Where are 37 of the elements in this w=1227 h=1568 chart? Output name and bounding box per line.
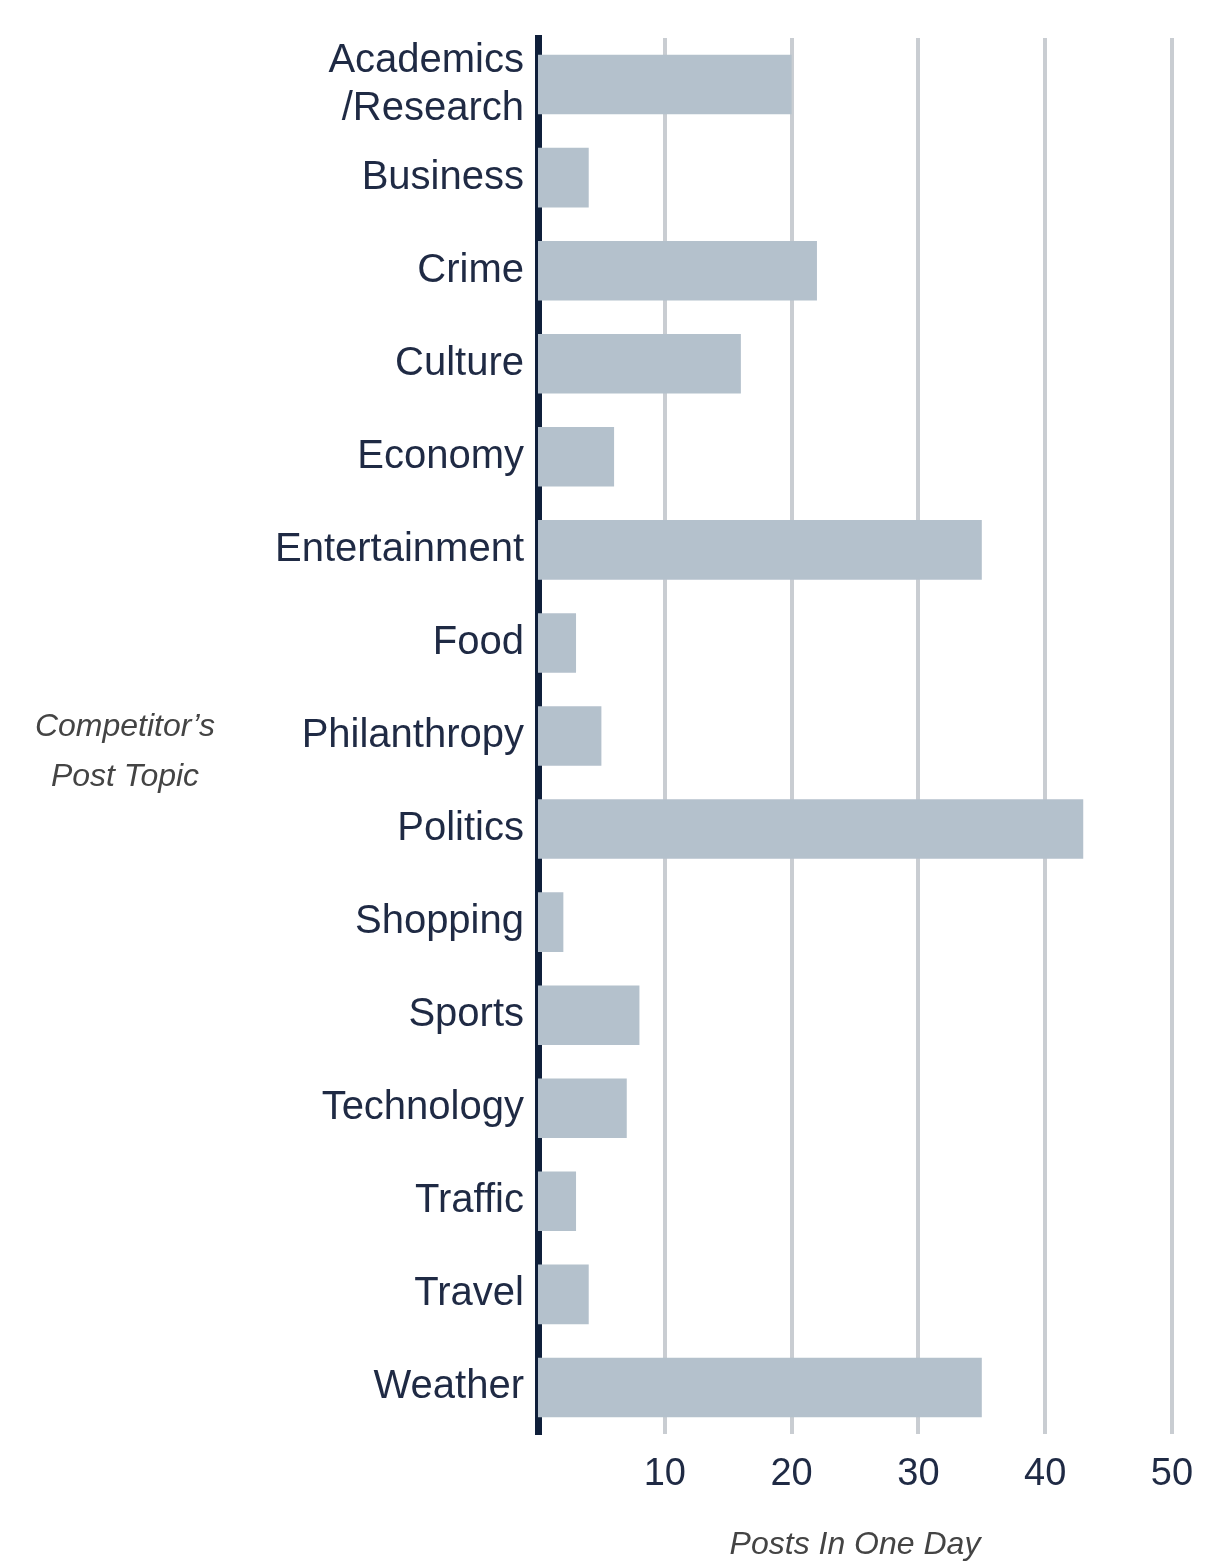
bar [538, 1078, 627, 1139]
y-tick-label: Politics [397, 804, 524, 849]
bar [538, 147, 589, 208]
y-tick-label: Travel [414, 1269, 524, 1314]
bar [538, 427, 615, 487]
bar [538, 54, 792, 115]
y-tick-label: Philanthropy [301, 711, 524, 756]
x-tick-label: 20 [770, 1451, 813, 1494]
bar [538, 985, 640, 1045]
y-tick-label: Crime [417, 245, 524, 290]
x-tick-label: 40 [1024, 1451, 1067, 1494]
x-axis-title: Posts In One Day [729, 1524, 983, 1561]
y-tick-label: Shopping [354, 897, 524, 942]
bar [538, 520, 982, 580]
bar [538, 706, 602, 766]
y-tick-label: Food [432, 617, 524, 662]
y-tick-label: Culture [395, 338, 524, 383]
bar [538, 1264, 589, 1325]
y-tick-label: Entertainment [274, 524, 524, 569]
y-tick-label: Weather [373, 1362, 524, 1407]
y-tick-label: Economy [357, 431, 524, 476]
y-axis-title: Competitor’s Post Topic [33, 706, 217, 795]
bar [538, 799, 1084, 859]
bar [538, 1357, 982, 1418]
bar [538, 1171, 577, 1232]
y-tick-label: Academics /Research [328, 35, 524, 128]
x-tick-label: 50 [1150, 1451, 1194, 1494]
y-tick-label: Business [361, 152, 524, 197]
bar [538, 892, 564, 952]
y-tick-label: Technology [321, 1083, 524, 1128]
y-tick-label: Sports [408, 990, 524, 1035]
bar [538, 240, 817, 301]
y-tick-label: Traffic [415, 1176, 524, 1221]
x-tick-label: 10 [643, 1451, 686, 1494]
bar [538, 333, 741, 394]
bar [538, 613, 577, 673]
x-tick-label: 30 [897, 1451, 940, 1494]
